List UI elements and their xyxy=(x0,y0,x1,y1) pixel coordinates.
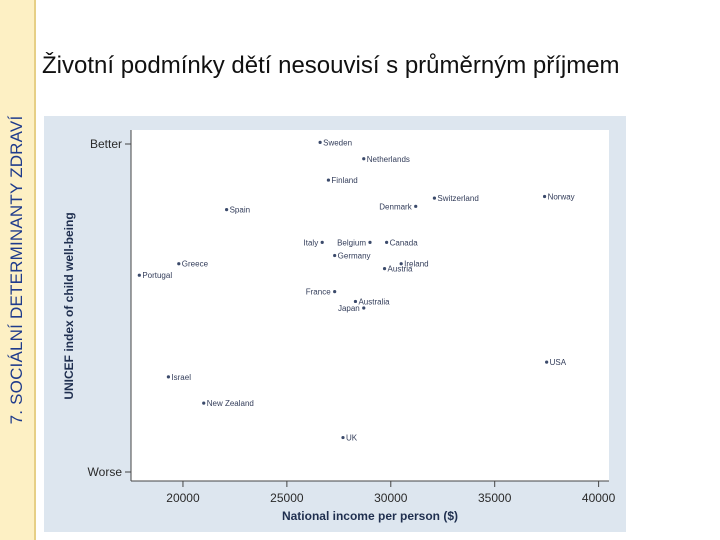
point-label: France xyxy=(306,288,331,297)
point-label: Denmark xyxy=(379,202,412,211)
data-point xyxy=(341,435,345,440)
x-ticks: 20000 25000 30000 35000 40000 xyxy=(166,481,616,505)
section-label: 7. SOCIÁLNÍ DETERMINANTY ZDRAVÍ xyxy=(7,115,26,425)
point-label: Finland xyxy=(331,176,357,185)
point-label: Spain xyxy=(230,206,250,215)
point-label: Portugal xyxy=(142,271,172,280)
data-point xyxy=(166,375,171,379)
data-point xyxy=(353,299,358,304)
data-point xyxy=(362,157,366,161)
x-tick-label: 40000 xyxy=(582,491,616,505)
data-point xyxy=(202,401,206,405)
data-point xyxy=(382,267,387,271)
point-label: Ireland xyxy=(404,260,428,269)
point-label: Greece xyxy=(182,260,209,269)
point-label: Canada xyxy=(390,238,419,247)
data-point xyxy=(542,194,547,199)
data-points: Sweden Netherlands Finland Switzerland Norwa… xyxy=(137,138,575,443)
point-label: USA xyxy=(550,358,567,367)
scatter-chart: Better Worse 20000 25000 30000 35000 40000 Sw… xyxy=(62,130,616,523)
point-label: Switzerland xyxy=(437,194,478,203)
data-point xyxy=(225,208,229,212)
data-point xyxy=(432,196,437,200)
y-ticks: Better Worse xyxy=(88,137,131,479)
data-point xyxy=(137,273,141,277)
x-axis-title: National income per person ($) xyxy=(282,509,458,523)
point-label: UK xyxy=(346,434,358,443)
data-point xyxy=(333,290,337,294)
point-label: Germany xyxy=(338,252,371,261)
data-point xyxy=(177,262,181,266)
sidebar-band: 7. SOCIÁLNÍ DETERMINANTY ZDRAVÍ xyxy=(0,0,34,540)
data-point xyxy=(320,240,324,244)
plot-area xyxy=(131,130,609,481)
y-tick-label: Better xyxy=(90,137,122,151)
point-label: Australia xyxy=(358,297,390,306)
y-axis-title: UNICEF index of child well-being xyxy=(62,212,76,399)
data-point xyxy=(414,204,418,208)
point-label: New Zealand xyxy=(207,399,254,408)
data-point xyxy=(385,240,389,244)
point-label: Netherlands xyxy=(367,155,410,164)
x-tick-label: 20000 xyxy=(166,491,200,505)
point-label: Norway xyxy=(548,192,575,201)
x-tick-label: 25000 xyxy=(270,491,304,505)
data-point xyxy=(362,306,366,310)
chart-frame: Better Worse 20000 25000 30000 35000 40000 Sw… xyxy=(44,116,626,532)
x-tick-label: 30000 xyxy=(374,491,408,505)
point-label: Sweden xyxy=(323,138,352,147)
data-point xyxy=(545,360,549,364)
data-point xyxy=(326,178,331,182)
data-point xyxy=(318,140,322,144)
point-label: Israel xyxy=(171,373,191,382)
point-label: Japan xyxy=(338,304,360,313)
data-point xyxy=(368,240,372,244)
data-point xyxy=(399,262,403,266)
slide-title: Životní podmínky dětí nesouvisí s průměr… xyxy=(42,52,620,79)
sidebar-divider xyxy=(34,0,36,540)
data-point xyxy=(333,253,337,258)
point-label: Belgium xyxy=(337,238,366,247)
point-label: Italy xyxy=(304,238,319,247)
x-tick-label: 35000 xyxy=(478,491,512,505)
y-tick-label: Worse xyxy=(88,465,123,479)
point-label: Austria xyxy=(388,265,413,274)
